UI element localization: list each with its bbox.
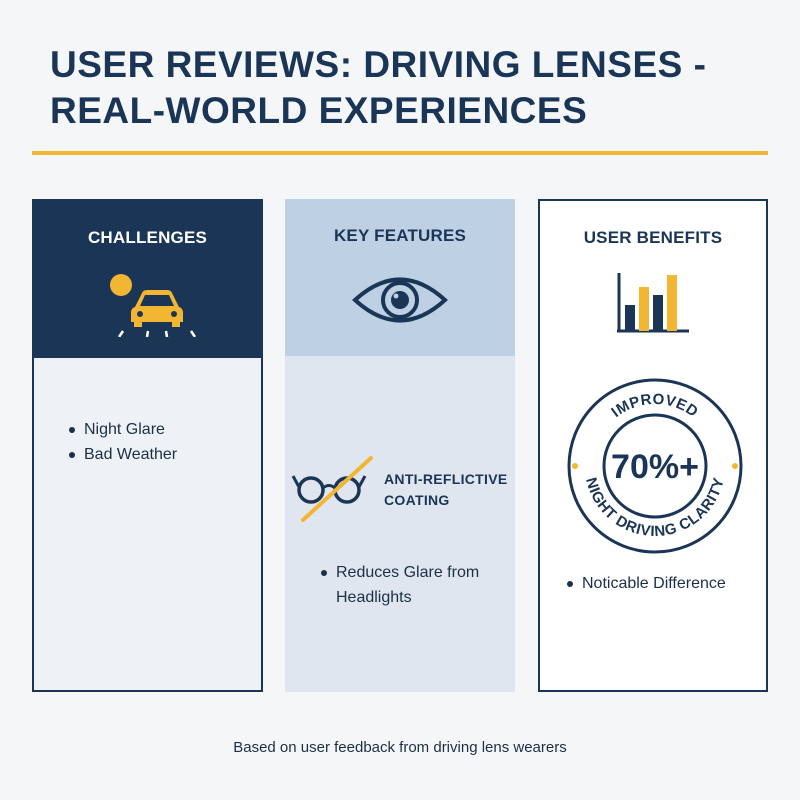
badge-value: 70%+ xyxy=(611,448,699,486)
features-title: KEY FEATURES xyxy=(333,226,467,245)
coating-label-line1: ANTI-REFLICTIVE xyxy=(384,471,508,487)
features-list: Reduces Glare from Headlights xyxy=(318,560,508,610)
eye-icon xyxy=(352,277,448,323)
bar-chart-icon xyxy=(617,273,689,333)
improvement-badge: IMPROVED NIGHT DRIVING CLARITY 70%+ xyxy=(567,378,743,554)
benefits-header: USER BENEFITS xyxy=(540,201,766,358)
challenges-list: Night Glare Bad Weather xyxy=(66,417,177,467)
car-sun-icon xyxy=(109,274,196,337)
list-item: Bad Weather xyxy=(66,442,177,467)
features-panel: KEY FEATURES ANTI-REFLICTIVE COATING Red… xyxy=(285,199,515,692)
page-title: USER REVIEWS: DRIVING LENSES - REAL-WORL… xyxy=(50,44,707,131)
challenges-title: CHALLENGES xyxy=(87,228,208,247)
list-item: Noticable Difference xyxy=(564,571,726,596)
footer-note: Based on user feedback from driving lens… xyxy=(233,739,567,756)
challenges-header: CHALLENGES xyxy=(34,201,261,358)
coating-label-line2: COATING xyxy=(384,492,450,508)
benefits-list: Noticable Difference xyxy=(564,571,726,596)
glasses-icon xyxy=(291,456,373,522)
coating-label: ANTI-REFLICTIVE COATING xyxy=(384,469,508,511)
benefits-panel: USER BENEFITS IMPROVED NIGHT DRIVING CLA… xyxy=(538,199,768,692)
title-divider xyxy=(32,151,768,155)
benefits-title: USER BENEFITS xyxy=(583,228,723,247)
features-header: KEY FEATURES xyxy=(285,199,515,356)
list-item: Reduces Glare from Headlights xyxy=(318,560,508,610)
list-item: Night Glare xyxy=(66,417,177,442)
challenges-panel: CHALLENGES Night Glare Bad Weather xyxy=(32,199,263,692)
